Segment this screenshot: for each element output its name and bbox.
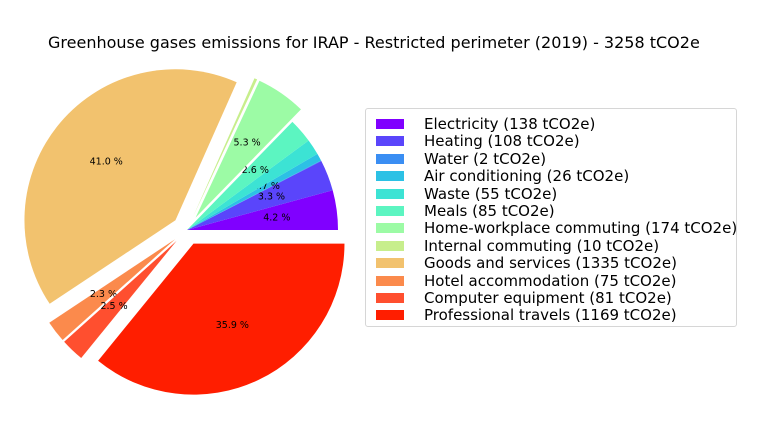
slice-percent-label: 2.3 %	[90, 289, 117, 300]
legend-item: Meals (85 tCO2e)	[376, 202, 555, 220]
legend-item: Electricity (138 tCO2e)	[376, 115, 595, 133]
legend-swatch	[376, 188, 404, 199]
legend-swatch	[376, 258, 404, 269]
legend-label: Electricity (138 tCO2e)	[424, 115, 596, 133]
legend-swatch	[376, 310, 404, 321]
pie-slice	[24, 69, 237, 304]
pie-slice	[187, 160, 322, 230]
pie-slice	[187, 140, 318, 230]
pie-slice	[187, 161, 333, 230]
legend-label: Home-workplace commuting (174 tCO2e)	[424, 219, 738, 238]
legend-label: Professional travels (1169 tCO2e)	[424, 306, 677, 325]
legend-item: Home-workplace commuting (174 tCO2e)	[376, 219, 737, 237]
slice-percent-label: 5.3 %	[234, 138, 261, 149]
legend-swatch	[376, 293, 404, 303]
pie-slice	[193, 78, 258, 217]
legend-swatch	[376, 223, 404, 234]
legend-label: Water (2 tCO2e)	[424, 149, 547, 168]
legend-swatch	[376, 171, 404, 182]
legend-item: Air conditioning (26 tCO2e)	[376, 167, 629, 185]
legend-item: Water (2 tCO2e)	[376, 150, 546, 168]
legend-item: Computer equipment (81 tCO2e)	[376, 289, 672, 307]
pie-slice	[49, 239, 176, 341]
pie-slice	[64, 240, 177, 358]
slice-percent-label: 35.9 %	[216, 320, 249, 331]
slice-percent-label: 3.3 %	[258, 192, 285, 203]
legend-swatch	[376, 119, 404, 129]
legend-label: Internal commuting (10 tCO2e)	[424, 236, 660, 255]
slice-percent-label: 1.7 %	[253, 181, 280, 192]
legend-item: Waste (55 tCO2e)	[376, 185, 557, 203]
legend-item: Hotel accommodation (75 tCO2e)	[376, 272, 676, 290]
slice-percent-label: 41.0 %	[90, 156, 123, 167]
pie-slice	[98, 243, 345, 395]
pie-slice	[187, 121, 309, 230]
legend-swatch	[376, 153, 404, 164]
pie-slice	[187, 190, 338, 230]
legend-label: Heating (108 tCO2e)	[424, 132, 580, 151]
legend-item: Internal commuting (10 tCO2e)	[376, 237, 659, 255]
legend-swatch	[376, 275, 404, 286]
legend-item: Heating (108 tCO2e)	[376, 132, 580, 150]
legend-swatch	[376, 136, 404, 147]
legend-label: Computer equipment (81 tCO2e)	[424, 289, 672, 307]
legend-label: Goods and services (1335 tCO2e)	[424, 254, 677, 273]
pie-slice	[187, 153, 322, 230]
chart-title: Greenhouse gases emissions for IRAP - Re…	[48, 33, 700, 52]
legend-swatch	[376, 240, 404, 251]
pie-slice	[195, 80, 301, 218]
legend-label: Waste (55 tCO2e)	[424, 184, 558, 203]
legend-item: Goods and services (1335 tCO2e)	[376, 254, 677, 272]
slice-percent-label: 2.5 %	[100, 301, 127, 312]
legend: Electricity (138 tCO2e) Heating (108 tCO2…	[365, 108, 737, 327]
legend-label: Air conditioning (26 tCO2e)	[424, 167, 630, 186]
legend-label: Hotel accommodation (75 tCO2e)	[424, 271, 677, 290]
legend-swatch	[376, 206, 404, 216]
legend-item: Professional travels (1169 tCO2e)	[376, 306, 677, 324]
legend-label: Meals (85 tCO2e)	[424, 202, 555, 220]
slice-percent-label: 2.6 %	[242, 165, 269, 176]
slice-percent-label: 4.2 %	[263, 212, 290, 223]
